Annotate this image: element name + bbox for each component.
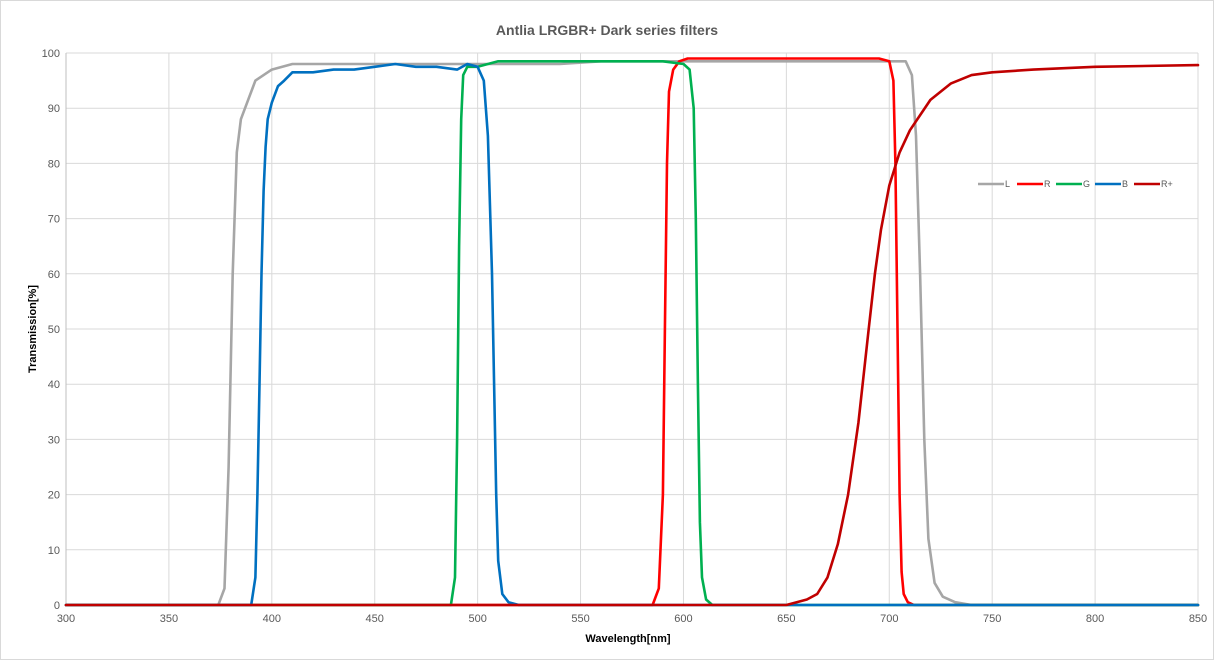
legend-label: L <box>1005 179 1010 189</box>
y-tick-label: 100 <box>42 48 60 60</box>
series-line-g <box>64 60 1200 607</box>
legend: L R G B R+ <box>978 179 1173 189</box>
x-tick-label: 750 <box>983 613 1001 625</box>
x-tick-label: 850 <box>1189 613 1207 625</box>
y-tick-label: 30 <box>48 434 60 446</box>
series-lines <box>64 57 1200 607</box>
y-tick-label: 10 <box>48 545 60 557</box>
x-tick-label: 650 <box>777 613 795 625</box>
y-axis-title: Transmission[%] <box>27 285 39 373</box>
x-axis-title: Wavelength[nm] <box>585 633 670 645</box>
y-tick-label: 50 <box>48 324 60 336</box>
series-line-r-plus <box>64 63 1200 607</box>
legend-label: B <box>1122 179 1128 189</box>
x-tick-label: 300 <box>57 613 75 625</box>
x-tick-label: 700 <box>880 613 898 625</box>
chart-title: Antlia LRGBR+ Dark series filters <box>496 22 718 38</box>
legend-label: G <box>1083 179 1090 189</box>
y-tick-label: 60 <box>48 269 60 281</box>
legend-label: R <box>1044 179 1051 189</box>
series-line-b <box>64 62 1200 607</box>
x-tick-label: 450 <box>366 613 384 625</box>
y-tick-label: 20 <box>48 490 60 502</box>
x-tick-label: 800 <box>1086 613 1104 625</box>
x-tick-label: 550 <box>571 613 589 625</box>
y-tick-label: 80 <box>48 158 60 170</box>
series-line-l <box>64 60 1200 607</box>
y-tick-label: 0 <box>54 600 60 612</box>
series-line-r <box>64 57 1200 607</box>
x-tick-label: 350 <box>160 613 178 625</box>
x-tick-label: 600 <box>674 613 692 625</box>
y-tick-label: 70 <box>48 214 60 226</box>
y-tick-label: 40 <box>48 379 60 391</box>
y-tick-label: 90 <box>48 103 60 115</box>
legend-label: R+ <box>1161 179 1173 189</box>
gridlines <box>66 52 1199 605</box>
x-tick-label: 400 <box>263 613 281 625</box>
y-tick-labels: 0 10 20 30 40 50 60 70 80 90 100 <box>42 48 60 612</box>
x-tick-labels: 300 350 400 450 500 550 600 650 700 750 800 850 <box>57 613 1207 625</box>
x-tick-label: 500 <box>468 613 486 625</box>
